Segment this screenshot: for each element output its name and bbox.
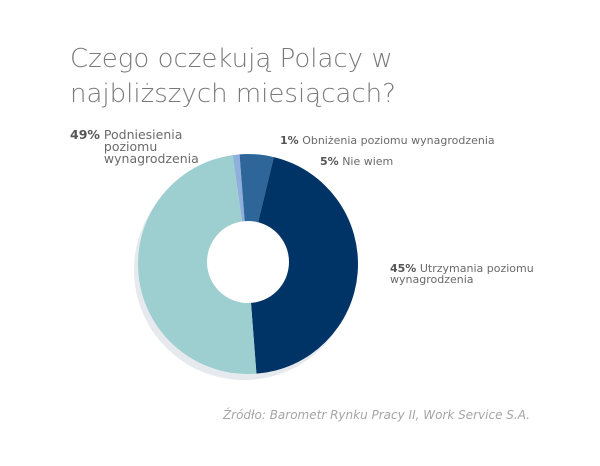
source-note: Źródło: Barometr Rynku Pracy II, Work Se…: [222, 408, 530, 422]
donut-hole: [207, 221, 289, 303]
label-1-pct: 1%: [280, 134, 299, 147]
label-45-text: Utrzymania poziomu wynagrodzenia: [390, 262, 534, 286]
chart-title: Czego oczekują Polacy w najbliższych mie…: [70, 44, 396, 109]
label-45-pct: 45%: [390, 262, 417, 275]
label-5-pct: 5%: [320, 155, 339, 168]
slice-45pct: [248, 157, 358, 374]
label-49-pct: 49%: [70, 127, 100, 142]
label-49-text: Podniesienia poziomu wynagrodzenia: [103, 127, 199, 166]
label-49: 49% Podniesienia poziomu wynagrodzenia: [70, 127, 214, 166]
label-45: 45% Utrzymania poziomu wynagrodzenia: [390, 263, 550, 285]
label-5-text: Nie wiem: [342, 155, 394, 168]
slice-49pct: [137, 155, 257, 374]
label-5: 5% Nie wiem: [320, 156, 393, 167]
label-1: 1% Obniżenia poziomu wynagrodzenia: [280, 135, 495, 146]
label-1-text: Obniżenia poziomu wynagrodzenia: [302, 134, 495, 147]
